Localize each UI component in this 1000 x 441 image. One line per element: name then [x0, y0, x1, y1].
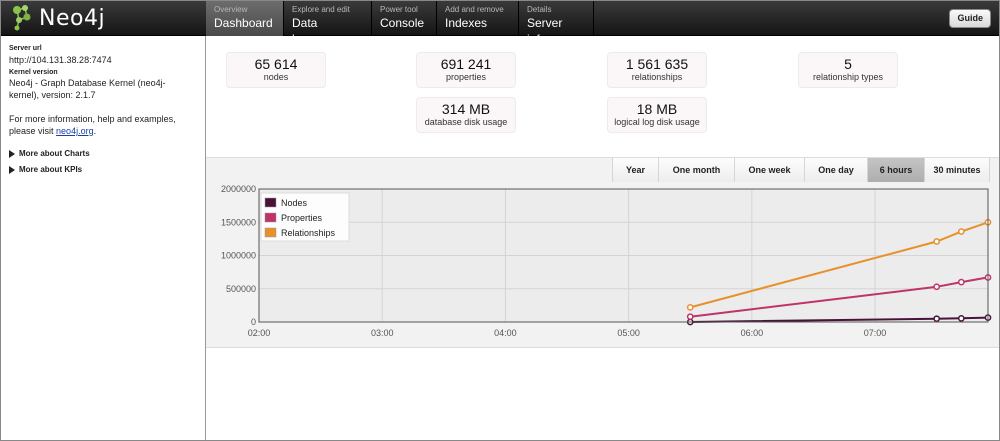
range-button-30-minutes[interactable]: 30 minutes — [924, 158, 990, 182]
kpi-label: nodes — [263, 72, 289, 82]
nav-tab-console[interactable]: Power tool Console — [372, 1, 437, 36]
neo4j-logo[interactable]: Neo4j — [11, 3, 105, 33]
kpi-relationships: 1 561 635 relationships — [607, 52, 707, 88]
nav-tab-sublabel: Overview — [214, 5, 248, 14]
info-text-end: . — [93, 126, 97, 136]
nav-tab-sublabel: Explore and edit — [292, 5, 350, 14]
kpi-value: 314 MB — [441, 101, 491, 117]
nav-tab-label: Dashboard — [214, 16, 273, 30]
kpi-label: relationships — [631, 72, 683, 82]
kpi-relationship-types: 5 relationship types — [798, 52, 898, 88]
kpi-label: relationship types — [812, 72, 884, 82]
data-point-relationships — [957, 228, 965, 235]
data-point-nodes — [933, 315, 941, 323]
range-button-one-week[interactable]: One week — [734, 158, 804, 182]
y-tick-label: 0 — [251, 317, 256, 327]
neo4j-graph-icon — [13, 5, 31, 31]
range-button-one-month[interactable]: One month — [658, 158, 734, 182]
top-nav-bar: Neo4j Overview Dashboard Explore and edi… — [1, 1, 999, 46]
range-button-year[interactable]: Year — [612, 158, 658, 182]
data-point-properties — [957, 278, 965, 286]
sidebar: Server url http://104.131.38.28:7474 Ker… — [1, 36, 206, 440]
expand-triangle-icon — [9, 165, 15, 174]
data-point-relationships — [933, 238, 941, 245]
expand-triangle-icon — [9, 149, 15, 158]
x-tick-label: 04:00 — [494, 328, 517, 338]
logo-text: Neo4j — [39, 5, 106, 31]
kpi-label: database disk usage — [424, 117, 508, 127]
data-point-properties — [933, 283, 941, 291]
server-url-value: http://104.131.38.28:7474 — [9, 55, 112, 65]
series-line-nodes — [690, 316, 989, 323]
nav-tab-sublabel: Details — [527, 5, 552, 14]
legend-swatch — [264, 227, 277, 238]
nav-tab-sublabel: Power tool — [380, 5, 418, 14]
kernel-version-value: Neo4j - Graph Database Kernel (neo4j-ker… — [9, 78, 166, 100]
x-tick-label: 07:00 — [864, 328, 887, 338]
kpi-label: logical log disk usage — [614, 117, 700, 127]
kernel-version-label: Kernel version — [9, 69, 58, 76]
info-text-body: For more information, help and examples,… — [9, 114, 176, 136]
more-about-kpis-toggle[interactable]: More about KPIs — [9, 165, 205, 174]
kpi-value: 65 614 — [254, 56, 298, 72]
range-button-one-day[interactable]: One day — [804, 158, 867, 182]
kpi-value: 1 561 635 — [625, 56, 689, 72]
y-tick-label: 500000 — [226, 284, 256, 294]
guide-button[interactable]: Guide — [949, 9, 991, 28]
x-tick-label: 02:00 — [248, 328, 271, 338]
more-about-charts-toggle[interactable]: More about Charts — [9, 149, 205, 158]
y-tick-label: 2000000 — [221, 184, 256, 194]
kpi-label: properties — [445, 72, 487, 82]
x-tick-label: 03:00 — [371, 328, 394, 338]
nav-tab-data-browser[interactable]: Explore and edit Data browser — [284, 1, 372, 46]
series-line-properties — [690, 276, 989, 318]
kpi-value: 18 MB — [636, 101, 678, 117]
y-tick-label: 1000000 — [221, 251, 256, 261]
y-tick-label: 1500000 — [221, 217, 256, 227]
kpi-database-disk-usage: 314 MB database disk usage — [416, 97, 516, 133]
plot-border — [258, 188, 989, 323]
data-point-properties — [686, 313, 694, 321]
legend-swatch — [264, 197, 277, 208]
server-url-label: Server url — [9, 45, 42, 52]
more-about-kpis-label: More about KPIs — [19, 165, 83, 174]
legend-label: Relationships — [281, 228, 336, 238]
kpi-value: 691 241 — [440, 56, 492, 72]
nav-tab-label: Console — [380, 16, 425, 30]
nav-tab-sublabel: Add and remove — [445, 5, 504, 14]
more-about-charts-label: More about Charts — [19, 149, 90, 158]
nav-tab-label: Indexes — [445, 16, 488, 30]
nav-tab-label: Data browser — [292, 16, 335, 46]
nav-tab-server-info[interactable]: Details Server info — [519, 1, 594, 46]
kpi-properties: 691 241 properties — [416, 52, 516, 88]
neo4j-org-link[interactable]: neo4j.org — [56, 126, 94, 136]
legend-label: Properties — [281, 213, 323, 223]
nav-tab-label: Server info — [527, 16, 563, 46]
legend-swatch — [264, 212, 277, 223]
legend-label: Nodes — [281, 198, 308, 208]
nav-tab-dashboard[interactable]: Overview Dashboard — [206, 1, 284, 36]
series-line-relationships — [689, 221, 989, 309]
x-tick-label: 06:00 — [741, 328, 764, 338]
kpi-nodes: 65 614 nodes — [226, 52, 326, 88]
range-button-6-hours[interactable]: 6 hours — [867, 158, 924, 182]
info-text: For more information, help and examples,… — [9, 113, 194, 137]
line-chart: 2000000 1500000 1000000 500000 002:00 03:00 04… — [221, 184, 992, 338]
kpi-logical-log-disk-usage: 18 MB logical log disk usage — [607, 97, 707, 133]
data-point-nodes — [957, 314, 965, 322]
x-tick-label: 05:00 — [617, 328, 640, 338]
data-point-relationships — [686, 304, 694, 311]
kpi-value: 5 — [844, 56, 852, 72]
nav-tab-indexes[interactable]: Add and remove Indexes — [437, 1, 519, 36]
